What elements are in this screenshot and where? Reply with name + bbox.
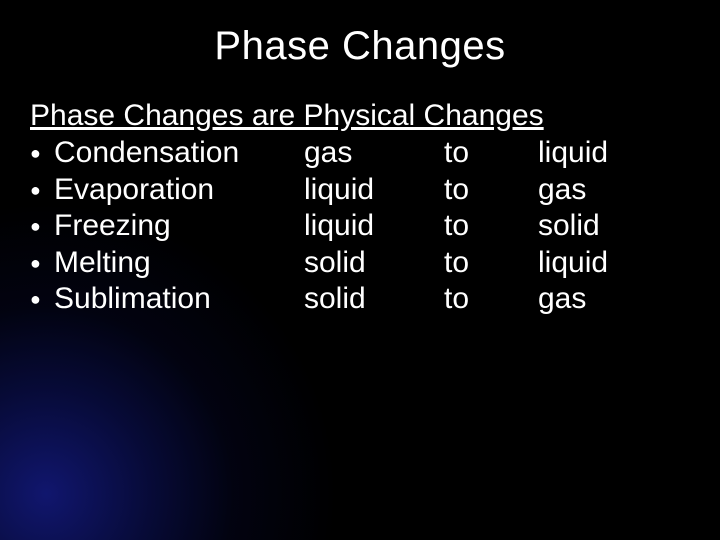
slide-title: Phase Changes — [0, 0, 720, 69]
list-item: ● Melting solid to liquid — [30, 245, 690, 282]
phase-from: solid — [304, 245, 444, 282]
phase-name: Sublimation — [54, 281, 304, 318]
phase-to-word: to — [444, 281, 538, 318]
phase-to-state: gas — [538, 281, 648, 318]
phase-to-state: liquid — [538, 245, 648, 282]
phase-to-state: gas — [538, 172, 648, 209]
phase-from: liquid — [304, 208, 444, 245]
phase-to-word: to — [444, 208, 538, 245]
bullet-icon: ● — [30, 216, 54, 238]
phase-name: Evaporation — [54, 172, 304, 209]
phase-from: liquid — [304, 172, 444, 209]
phase-name: Melting — [54, 245, 304, 282]
slide: Phase Changes Phase Changes are Physical… — [0, 0, 720, 540]
phase-to-word: to — [444, 135, 538, 172]
phase-from: gas — [304, 135, 444, 172]
list-item: ● Condensation gas to liquid — [30, 135, 690, 172]
bullet-icon: ● — [30, 180, 54, 202]
slide-content: Phase Changes are Physical Changes ● Con… — [0, 69, 720, 318]
phase-from: solid — [304, 281, 444, 318]
list-item: ● Freezing liquid to solid — [30, 208, 690, 245]
phase-to-state: solid — [538, 208, 648, 245]
bullet-icon: ● — [30, 289, 54, 311]
slide-subtitle: Phase Changes are Physical Changes — [30, 99, 690, 133]
phase-name: Freezing — [54, 208, 304, 245]
bullet-icon: ● — [30, 253, 54, 275]
phase-to-word: to — [444, 245, 538, 282]
list-item: ● Evaporation liquid to gas — [30, 172, 690, 209]
phase-name: Condensation — [54, 135, 304, 172]
bullet-icon: ● — [30, 143, 54, 165]
phase-to-word: to — [444, 172, 538, 209]
phase-to-state: liquid — [538, 135, 648, 172]
list-item: ● Sublimation solid to gas — [30, 281, 690, 318]
